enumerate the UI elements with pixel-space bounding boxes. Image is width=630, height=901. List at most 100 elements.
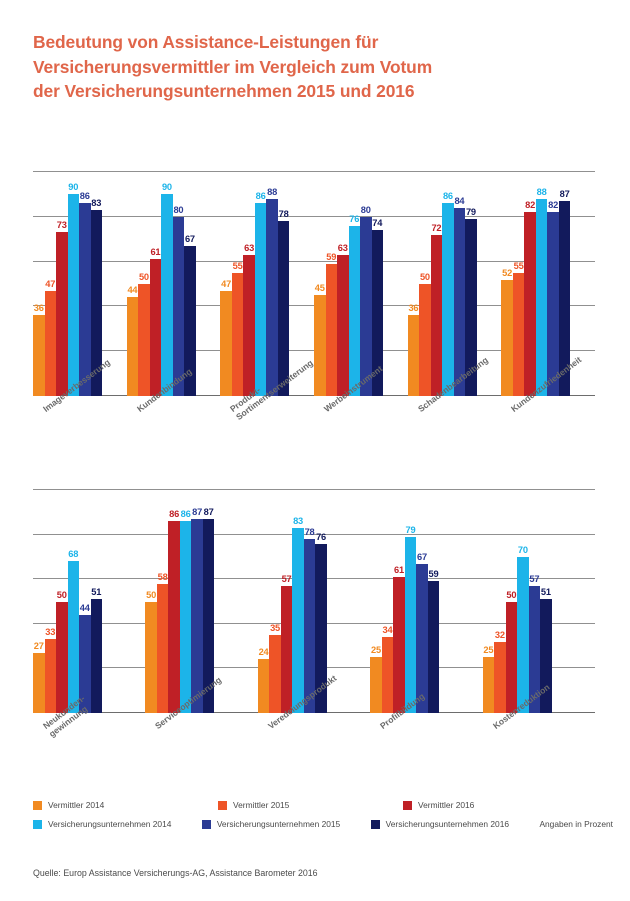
bar[interactable] [280, 585, 293, 713]
bar[interactable] [126, 297, 139, 396]
bar[interactable] [172, 216, 185, 396]
bar-value-label: 25 [370, 645, 381, 656]
bar-value-label: 83 [91, 198, 102, 209]
bar[interactable] [558, 201, 571, 396]
bar[interactable] [482, 657, 495, 713]
bar[interactable] [231, 272, 244, 396]
bar[interactable] [67, 194, 79, 396]
bar[interactable] [145, 601, 157, 713]
bar-slot: 86 [254, 172, 267, 396]
legend-swatch-icon [403, 800, 412, 810]
bar[interactable] [325, 263, 338, 396]
bar[interactable] [453, 207, 466, 396]
title-line-1: Bedeutung von Assistance-Leistungen für [33, 32, 379, 52]
bar[interactable] [348, 225, 361, 396]
bar[interactable] [430, 234, 443, 396]
bar[interactable] [138, 284, 150, 396]
bar[interactable] [540, 599, 552, 713]
bar-value-label: 88 [536, 186, 547, 197]
bar[interactable] [547, 212, 559, 396]
bar[interactable] [79, 614, 91, 713]
bar[interactable] [370, 657, 382, 713]
bar[interactable] [56, 601, 68, 713]
bar[interactable] [528, 585, 541, 713]
bar[interactable] [535, 198, 548, 396]
bar[interactable] [494, 641, 506, 713]
bar[interactable] [314, 295, 326, 396]
bar[interactable] [56, 232, 68, 396]
bar[interactable] [404, 536, 417, 713]
bar[interactable] [360, 216, 372, 396]
bar[interactable] [501, 279, 513, 396]
bar[interactable] [465, 219, 477, 396]
bar[interactable] [156, 583, 169, 713]
bar-slot: 67 [416, 490, 428, 713]
legend-item[interactable]: Versicherungsunternehmen 2016 [370, 819, 540, 829]
bar-group: 25 32 50 70 57 51 [482, 490, 595, 713]
bar[interactable] [257, 659, 270, 713]
bar[interactable] [315, 543, 327, 713]
legend-swatch-icon [33, 800, 42, 810]
bar[interactable] [202, 519, 215, 713]
bar[interactable] [44, 639, 56, 713]
bar[interactable] [277, 221, 290, 396]
bar-slot: 74 [371, 172, 384, 396]
legend-item[interactable]: Versicherungsunternehmen 2014 [33, 819, 202, 829]
bar[interactable] [416, 563, 428, 713]
bar[interactable] [517, 556, 529, 713]
bar-slot: 86 [442, 172, 454, 396]
bar-slot: 45 [314, 172, 326, 396]
bar[interactable] [243, 254, 255, 396]
bar[interactable] [90, 210, 102, 396]
bar[interactable] [266, 198, 278, 396]
bar[interactable] [407, 315, 420, 396]
bar-slot: 25 [482, 490, 495, 713]
bar[interactable] [33, 652, 45, 713]
bar[interactable] [161, 194, 173, 396]
bar[interactable] [381, 637, 394, 713]
legend-item[interactable]: Vermittler 2016 [403, 800, 588, 810]
bar[interactable] [269, 634, 281, 713]
bar[interactable] [371, 230, 384, 396]
bar[interactable] [419, 284, 431, 396]
bar-value-label: 50 [419, 272, 430, 282]
bar[interactable] [292, 527, 304, 713]
bar[interactable] [524, 212, 536, 396]
bar-cluster: 45 59 63 76 80 74 [314, 172, 384, 396]
bar-value-label: 70 [517, 544, 528, 555]
bar[interactable] [220, 290, 232, 396]
bar-value-label: 90 [68, 182, 79, 193]
bar[interactable] [427, 581, 440, 713]
bar[interactable] [168, 521, 180, 713]
bar-slot: 50 [145, 490, 157, 713]
bar[interactable] [337, 254, 349, 396]
bar-value-label: 58 [157, 571, 168, 582]
bar-value-label: 86 [442, 191, 453, 202]
bar[interactable] [79, 203, 91, 396]
legend-item[interactable]: Vermittler 2015 [218, 800, 403, 810]
bar[interactable] [254, 203, 267, 396]
bar-value-label: 45 [314, 283, 325, 294]
bar-value-label: 50 [506, 589, 517, 600]
chart-panel-1: 36 47 73 90 86 83 44 50 61 90 80 67 47 55 63 86 88 78 45 59… [33, 171, 595, 396]
bar[interactable] [191, 519, 203, 713]
bar[interactable] [67, 561, 79, 713]
legend-item[interactable]: Versicherungsunternehmen 2015 [201, 819, 371, 829]
bar-group: 36 47 73 90 86 83 [33, 172, 127, 396]
bar[interactable] [512, 272, 525, 396]
bar[interactable] [149, 259, 162, 396]
legend-row-vermittler: Vermittler 2014 Vermittler 2015 Vermittler… [33, 800, 613, 810]
bar[interactable] [303, 539, 316, 713]
bar-slot: 32 [494, 490, 506, 713]
legend-item[interactable]: Vermittler 2014 [33, 800, 218, 810]
bar[interactable] [393, 576, 405, 713]
bar[interactable] [179, 521, 192, 713]
bar[interactable] [184, 245, 196, 396]
bar-slot: 79 [465, 172, 477, 396]
bar-slot: 88 [535, 172, 548, 396]
bar[interactable] [442, 203, 454, 396]
bar[interactable] [505, 601, 518, 713]
bar[interactable] [90, 599, 102, 713]
bar[interactable] [33, 315, 45, 396]
bar[interactable] [44, 290, 56, 396]
